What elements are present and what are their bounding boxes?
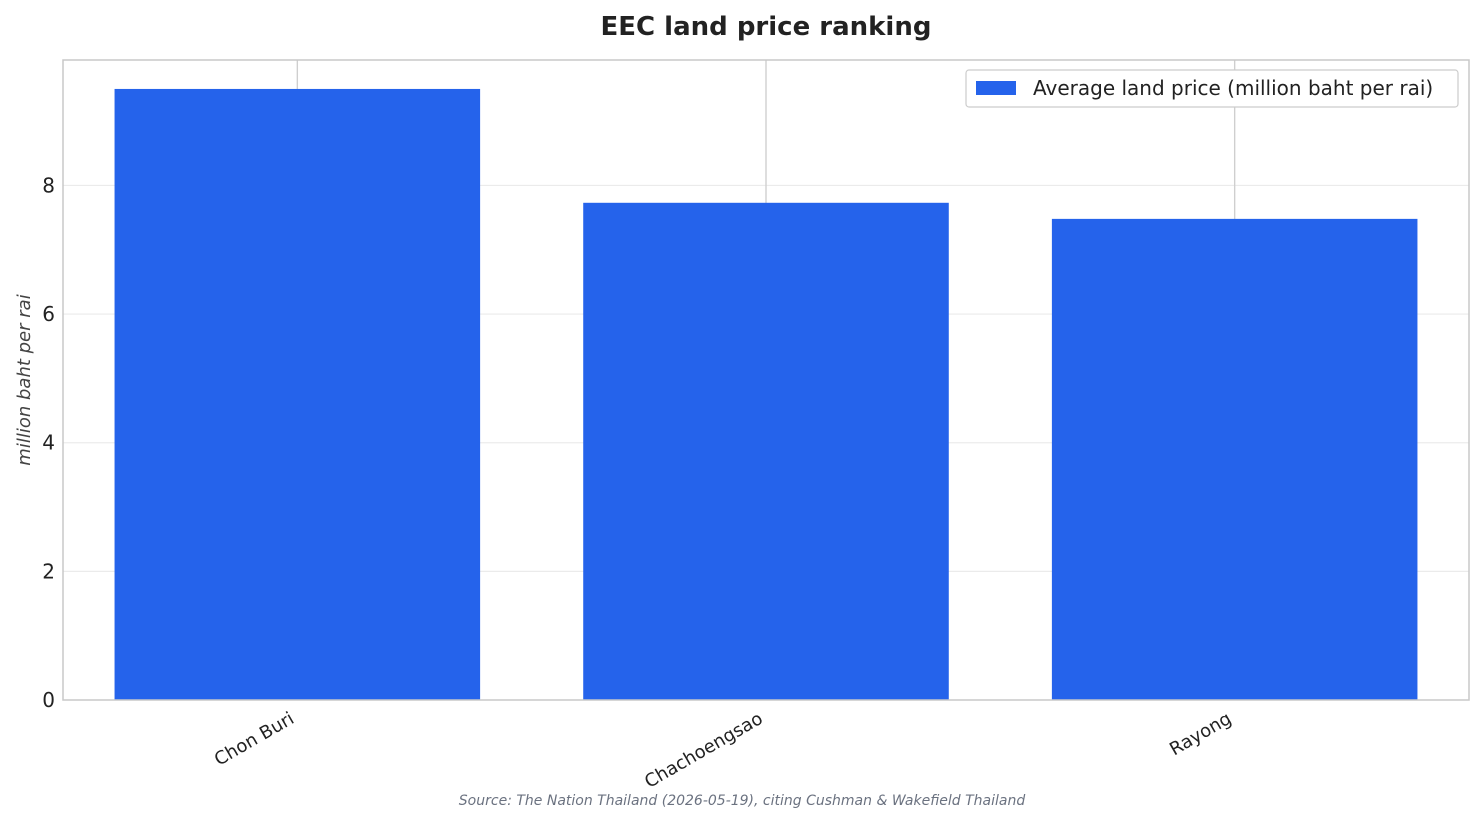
y-tick-label: 2 bbox=[42, 559, 55, 583]
y-axis-label: million baht per rai bbox=[14, 294, 35, 465]
bar bbox=[114, 88, 481, 701]
legend-swatch bbox=[976, 81, 1016, 95]
y-tick-label: 6 bbox=[42, 302, 55, 326]
source-note: Source: The Nation Thailand (2026-05-19)… bbox=[459, 793, 1026, 809]
legend: Average land price (million baht per rai… bbox=[965, 69, 1459, 108]
plot-frame bbox=[62, 59, 1470, 701]
x-tick-label: Rayong bbox=[1166, 708, 1235, 760]
y-tick-label: 0 bbox=[42, 688, 55, 712]
chart-title: EEC land price ranking bbox=[601, 12, 932, 42]
x-tick-label: Chon Buri bbox=[211, 708, 298, 770]
bar bbox=[583, 202, 949, 700]
x-axis-ticks: Chon Buri Chachoengsao Rayong bbox=[211, 708, 1235, 793]
legend-box bbox=[965, 69, 1459, 108]
x-tick-label: Chachoengsao bbox=[641, 708, 766, 793]
y-axis-ticks: 0 2 4 6 8 bbox=[42, 173, 55, 712]
bar bbox=[1051, 218, 1418, 700]
legend-label: Average land price (million baht per rai… bbox=[1033, 76, 1433, 100]
bars bbox=[114, 88, 1418, 701]
y-tick-label: 4 bbox=[42, 431, 55, 455]
y-tick-label: 8 bbox=[42, 173, 55, 197]
